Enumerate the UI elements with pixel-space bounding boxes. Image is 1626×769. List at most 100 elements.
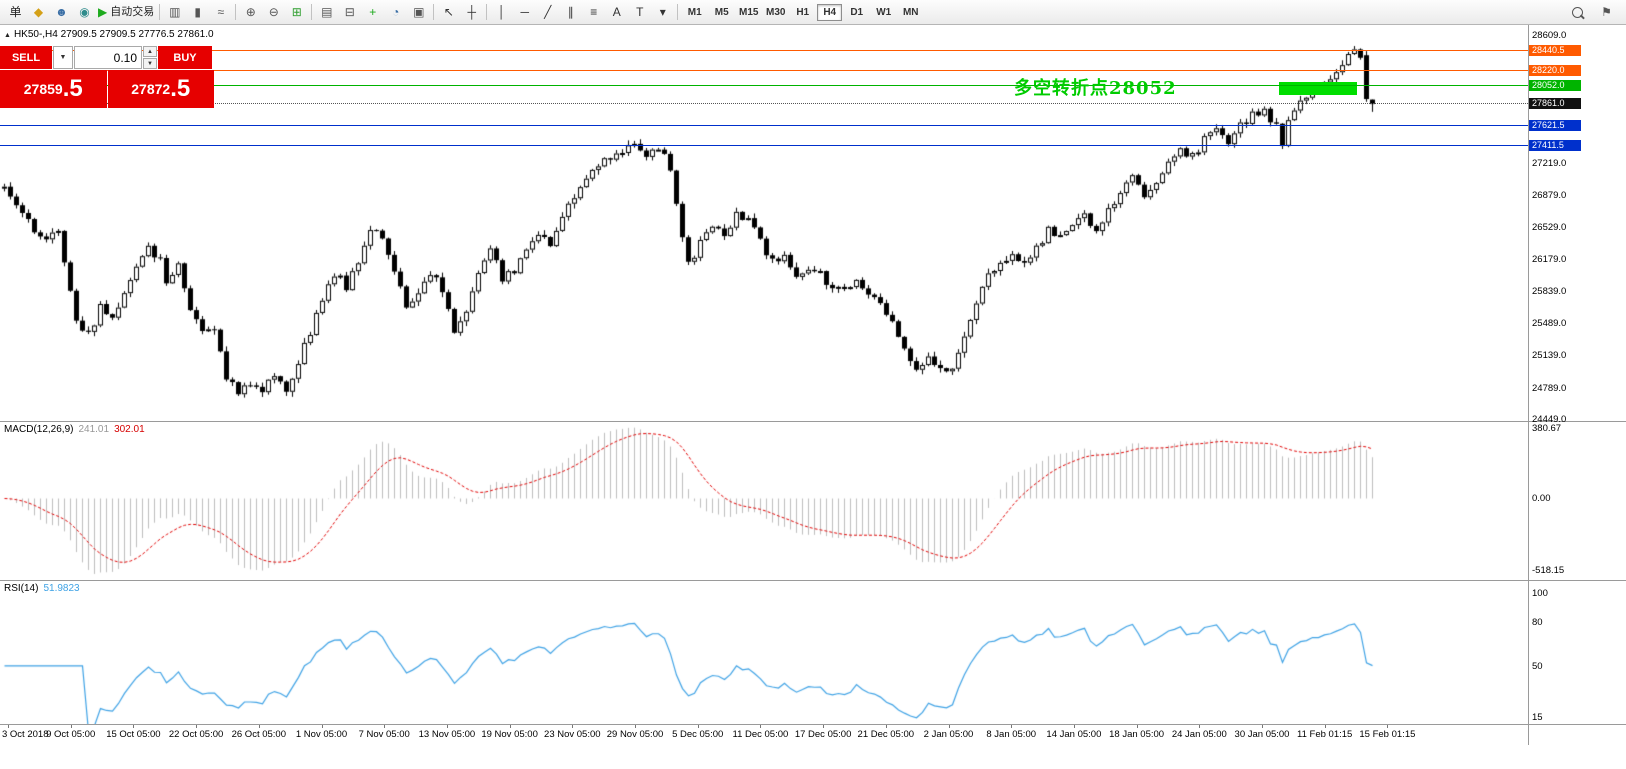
macd-indicator-chart[interactable] xyxy=(0,422,1528,580)
time-axis-label: 17 Dec 05:00 xyxy=(794,729,852,740)
hline-27861.0[interactable] xyxy=(0,103,1528,105)
time-tick xyxy=(447,725,448,728)
toolbar-separator xyxy=(311,4,313,20)
volume-input[interactable] xyxy=(74,46,142,69)
timeframe-m15[interactable]: M15 xyxy=(739,6,759,18)
indicators-button[interactable]: ▤ xyxy=(315,2,338,22)
time-axis-label: 15 Oct 05:00 xyxy=(106,729,161,740)
rectangle-object[interactable] xyxy=(1279,82,1357,95)
timeframe-m5[interactable]: M5 xyxy=(714,6,729,18)
zoom-out-icon: ⊖ xyxy=(268,5,279,19)
channel-button[interactable]: ∥ xyxy=(559,2,582,22)
profiles-button[interactable]: ☻ xyxy=(50,2,73,22)
periodicity-button[interactable]: ◔ xyxy=(384,2,407,22)
volume-dropdown-button[interactable]: ▼ xyxy=(53,46,73,69)
cursor-button[interactable]: ↖ xyxy=(437,2,460,22)
toolbar-separator xyxy=(159,4,161,20)
autotrading-label: 自动交易 xyxy=(110,5,155,18)
buy-price[interactable]: 27872.5 xyxy=(107,70,214,108)
panel-separator[interactable] xyxy=(0,580,1626,581)
price-axis-label: 26179.0 xyxy=(1532,254,1567,266)
buy-price-pips: .5 xyxy=(170,75,191,102)
panel-separator[interactable] xyxy=(0,421,1626,422)
price-tag-27411.5[interactable]: 27411.5 xyxy=(1529,139,1581,151)
macd-label: MACD(12,26,9) 241.01 302.01 xyxy=(4,424,145,435)
fibonacci-button[interactable]: ≡ xyxy=(582,2,605,22)
sell-price-pips: .5 xyxy=(62,75,83,102)
time-axis-label: 3 Oct 2018 xyxy=(2,729,49,740)
zoom-in-icon: ⊕ xyxy=(245,5,256,19)
volume-up-button[interactable]: ▲ xyxy=(143,46,157,57)
bar-chart-button[interactable]: ▥ xyxy=(163,2,186,22)
chart-title: ▲ HK50-,H4 27909.5 27909.5 27776.5 27861.… xyxy=(4,29,214,40)
zoom-out-button[interactable]: ⊖ xyxy=(262,2,285,22)
sell-price[interactable]: 27859.5 xyxy=(0,70,107,108)
line-chart-button[interactable]: ≈ xyxy=(209,2,232,22)
search-button[interactable] xyxy=(1566,2,1589,22)
crosshair-icon: ┼ xyxy=(467,5,476,19)
time-tick xyxy=(1011,725,1012,728)
autotrading-button[interactable]: ▶ 自动交易 xyxy=(96,2,156,22)
timeframe-m1[interactable]: M1 xyxy=(687,6,702,18)
price-axis-label: 28609.0 xyxy=(1532,30,1567,41)
add-indicator-button[interactable]: + xyxy=(361,2,384,22)
time-axis-label: 7 Nov 05:00 xyxy=(358,729,410,740)
sell-button[interactable]: SELL xyxy=(0,46,52,69)
timeframe-h4[interactable]: H4 xyxy=(817,3,843,21)
market-watch-button[interactable]: ◆ xyxy=(27,2,50,22)
time-tick xyxy=(1137,725,1138,728)
templates-button[interactable]: ▣ xyxy=(407,2,430,22)
timeframe-m30[interactable]: M30 xyxy=(766,6,786,18)
text-tool-button[interactable]: A xyxy=(605,2,628,22)
price-tag-27861.0[interactable]: 27861.0 xyxy=(1529,98,1581,110)
buy-button[interactable]: BUY xyxy=(158,46,212,69)
arrows-tool-button[interactable]: T xyxy=(628,2,651,22)
channel-icon: ∥ xyxy=(567,5,574,19)
horizontal-line-button[interactable]: ─ xyxy=(513,2,536,22)
time-tick xyxy=(1262,725,1263,728)
zoom-in-button[interactable]: ⊕ xyxy=(239,2,262,22)
timeframe-mn[interactable]: MN xyxy=(902,6,919,18)
price-tag-27621.5[interactable]: 27621.5 xyxy=(1529,120,1581,132)
rsi-indicator-chart[interactable] xyxy=(0,581,1528,724)
indicator-window-button[interactable]: ⊟ xyxy=(338,2,361,22)
new-order-button[interactable]: 单 xyxy=(4,2,27,22)
toolbar-separator xyxy=(235,4,237,20)
hline-27621.5[interactable] xyxy=(0,125,1528,127)
crosshair-button[interactable]: ┼ xyxy=(460,2,483,22)
toolbar-separator xyxy=(677,4,679,20)
timeframe-d1[interactable]: D1 xyxy=(850,6,864,18)
rsi-name: RSI(14) xyxy=(4,583,39,594)
hline-27411.5[interactable] xyxy=(0,144,1528,146)
macd-name: MACD(12,26,9) xyxy=(4,424,74,435)
timeframe-h1[interactable]: H1 xyxy=(796,6,810,18)
time-axis-label: 8 Jan 05:00 xyxy=(986,729,1037,740)
vertical-line-button[interactable]: │ xyxy=(490,2,513,22)
price-tag-28440.5[interactable]: 28440.5 xyxy=(1529,44,1581,56)
candlestick-chart-button[interactable]: ▮ xyxy=(186,2,209,22)
candlestick-chart-icon: ▮ xyxy=(194,5,202,19)
search-icon xyxy=(1572,6,1583,18)
price-tag-28220.0[interactable]: 28220.0 xyxy=(1529,64,1581,76)
annotation-text[interactable]: 多空转折点28052 xyxy=(1014,78,1177,99)
trendline-button[interactable]: ╱ xyxy=(536,2,559,22)
shapes-button[interactable]: ▾ xyxy=(651,2,674,22)
candlestick-chart[interactable] xyxy=(0,25,1528,421)
hline-28440.5[interactable] xyxy=(0,49,1528,51)
volume-down-button[interactable]: ▼ xyxy=(143,58,157,69)
periodicity-icon: ◔ xyxy=(392,5,400,19)
macd-axis-max: 380.67 xyxy=(1532,423,1562,434)
pin-button[interactable]: ⚑ xyxy=(1595,2,1618,22)
hline-28052.0[interactable] xyxy=(0,85,1528,87)
timeframe-w1[interactable]: W1 xyxy=(876,6,892,18)
rsi-axis-label: 80 xyxy=(1532,617,1543,628)
price-axis-label: 26529.0 xyxy=(1532,222,1567,233)
time-tick xyxy=(886,725,887,728)
toolbar-groups: 单 ◆ ☻ ◉ ▶ 自动交易 ▥ ▮ ≈ ⊕ ⊖ ⊞ ▤ ⊟ + ◔ ▣ ↖ ┼ │ ─ ╱ ∥ ≡ A T ▾ M1 M5 M15 M30… xyxy=(4,2,924,22)
hline-28220.0[interactable] xyxy=(0,69,1528,71)
data-window-button[interactable]: ◉ xyxy=(73,2,96,22)
tile-windows-button[interactable]: ⊞ xyxy=(285,2,308,22)
toolbar-separator xyxy=(433,4,435,20)
time-axis-label: 11 Feb 01:15 xyxy=(1297,729,1353,740)
price-tag-28052.0[interactable]: 28052.0 xyxy=(1529,80,1581,92)
